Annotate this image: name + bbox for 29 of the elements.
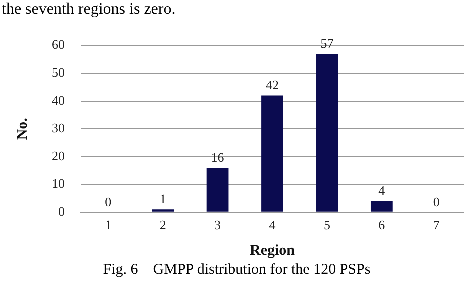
x-tick-label: 7	[433, 218, 440, 233]
x-tick-label: 3	[214, 218, 222, 233]
bar	[206, 168, 229, 212]
y-axis-title: No.	[14, 118, 31, 140]
data-label: 1	[160, 192, 166, 207]
x-tick-label: 5	[324, 218, 330, 233]
y-tick-label: 60	[52, 37, 65, 52]
bar	[370, 201, 393, 212]
y-tick-label: 50	[52, 64, 65, 80]
y-tick-label: 20	[52, 148, 65, 164]
y-tick-label: 10	[52, 176, 65, 192]
x-tick-label: 4	[269, 218, 276, 233]
x-tick-label: 2	[160, 218, 166, 233]
x-tick-label: 1	[105, 218, 112, 233]
data-label: 16	[211, 150, 225, 165]
data-label: 57	[320, 36, 334, 52]
data-label: 4	[378, 183, 386, 198]
data-label: 0	[433, 194, 440, 210]
y-tick-label: 40	[52, 92, 65, 108]
text: the seventh regions is zero.	[2, 1, 176, 19]
caption: Fig. 6 GMPP distribution for the 120 PSPs	[102, 262, 372, 279]
y-tick-label: 30	[52, 120, 65, 136]
data-label: 0	[105, 194, 112, 210]
x-axis-title: Region	[250, 242, 296, 259]
bar	[316, 54, 338, 212]
bar	[262, 96, 284, 212]
x-tick-label: 6	[378, 218, 386, 233]
data-label: 42	[266, 78, 279, 93]
y-tick-label: 0	[58, 204, 65, 219]
